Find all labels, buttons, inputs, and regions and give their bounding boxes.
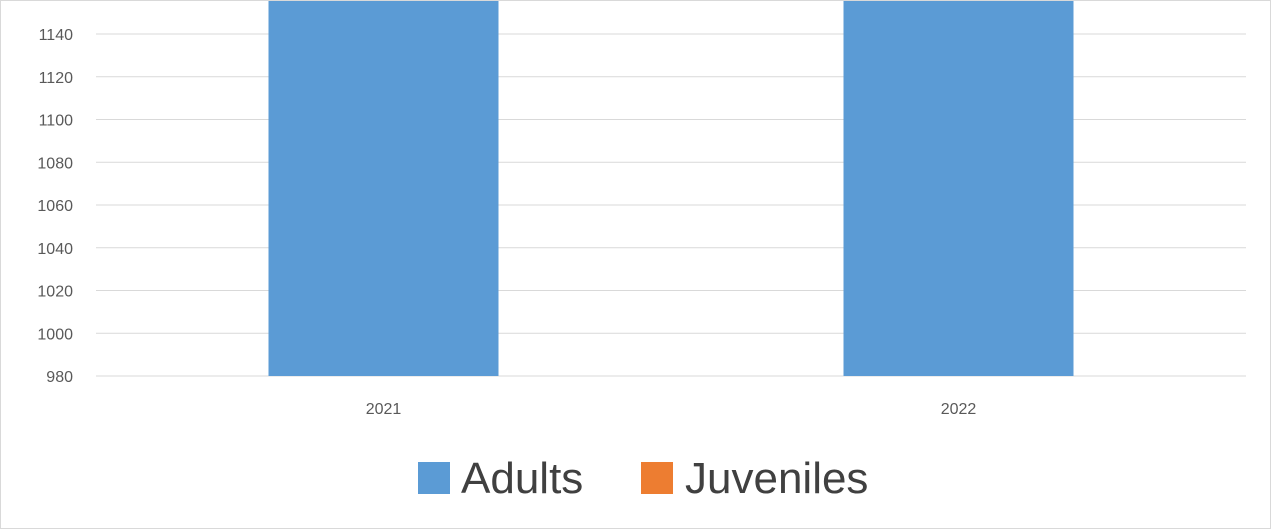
y-tick-label: 1020 [37, 284, 73, 301]
y-tick-label: 980 [46, 369, 73, 386]
y-tick-label: 1060 [37, 198, 73, 215]
x-tick-label: 2022 [941, 401, 977, 418]
x-tick-label: 2021 [366, 401, 402, 418]
bar-adults-2021 [268, 1, 499, 376]
y-tick-label: 1040 [37, 241, 73, 258]
y-tick-label: 1140 [39, 27, 74, 44]
legend-label-juveniles: Juveniles [685, 454, 868, 503]
legend-swatch-adults [418, 462, 450, 494]
y-tick-label: 1080 [37, 155, 73, 172]
y-tick-label: 1100 [39, 113, 74, 130]
y-tick-label: 1000 [37, 326, 73, 343]
y-tick-label: 1120 [39, 70, 74, 87]
bar-adults-2022 [843, 1, 1074, 376]
legend-swatch-juveniles [641, 462, 673, 494]
legend-label-adults: Adults [461, 454, 583, 503]
